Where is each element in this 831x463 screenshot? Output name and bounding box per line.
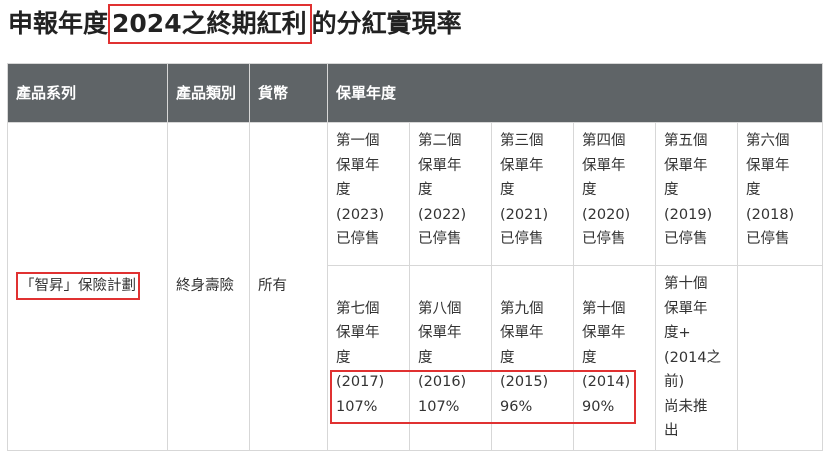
cell-line: 107% (418, 398, 460, 415)
cell-line: (2022) (418, 206, 467, 223)
table-header-row: 產品系列 產品類別 貨幣 保單年度 (7, 63, 824, 123)
cell-line: (2014) (582, 374, 631, 390)
cell-line: 保單年 (582, 325, 626, 341)
header-product-type: 產品類別 (167, 63, 250, 123)
cell-line: 已停售 (746, 231, 790, 247)
cell-line: 保單年 (664, 157, 708, 174)
cell-line: 度 (746, 182, 761, 198)
cell-line: 保單年 (664, 300, 708, 317)
dividend-table: 產品系列 產品類別 貨幣 保單年度 「智昇」保險計劃 終身壽險 所有 第一個 保單… (7, 63, 824, 451)
header-policy-year: 保單年度 (326, 63, 824, 123)
cell-line: (2019) (664, 206, 713, 223)
cell-line: (2016) (418, 374, 467, 390)
cell-line: 保單年 (500, 157, 544, 174)
cell-line: 第二個 (418, 133, 462, 149)
cell-line: 度 (418, 182, 433, 198)
currency: 所有 (249, 122, 328, 451)
cell-line: (2020) (582, 206, 631, 223)
cell-line: 已停售 (336, 231, 380, 247)
product-series-cell: 「智昇」保險計劃 (7, 122, 168, 451)
policy-year-cell: 第九個保單年度 (2015) 96% (491, 265, 574, 451)
product-type: 終身壽險 (167, 122, 250, 451)
cell-line: (2021) (500, 206, 549, 223)
cell-line: 第七個 (336, 300, 380, 317)
table-row: 第七個 保單年度 (2017) 107% 第八個 保單年度 (2016) 107% 第九個保… (8, 265, 824, 451)
cell-line: 度 (582, 182, 597, 198)
cell-line: 96% (500, 398, 533, 415)
header-product-series: 產品系列 (7, 63, 168, 123)
cell-line: 尚未推 (664, 398, 708, 415)
cell-line: 度 (664, 182, 679, 198)
cell-line: 107% (336, 398, 378, 415)
cell-line: 已停售 (664, 231, 708, 247)
policy-year-cell: 第三個保單年度 (2021) 已停售 (491, 122, 574, 266)
cell-line: 第三個 (500, 133, 544, 149)
policy-year-cell: 第一個保單年度 (2023) 已停售 (327, 122, 410, 266)
cell-line: 保單年 (500, 325, 544, 341)
cell-line: (2023) (336, 206, 385, 223)
cell-line: 保單年 (582, 157, 626, 174)
cell-line: 第一個 (336, 133, 380, 149)
policy-year-cell: 第八個保單年度 (2016) 107% (409, 265, 492, 451)
cell-line: 度 (336, 182, 351, 198)
cell-line: 度+ (664, 325, 691, 341)
cell-line: 度 (500, 182, 515, 198)
cell-line: (2015) (500, 374, 549, 390)
empty-cell (736, 265, 824, 451)
policy-year-cell: 第十個保單年度+ (2014之 前) 尚未推出 (655, 265, 738, 451)
cell-line: (2018) (746, 206, 795, 223)
policy-year-cell: 第七個保單年度 (2017) 107% (327, 265, 410, 451)
cell-line: 度 (336, 349, 351, 366)
policy-year-cell: 第四個保單年度 (2020) 已停售 (573, 122, 656, 266)
cell-line: 已停售 (418, 231, 462, 247)
cell-line: 度 (418, 349, 433, 366)
cell-line: 第五個 (664, 133, 708, 149)
cell-line: 度 (582, 349, 597, 366)
cell-line: 90% (582, 398, 615, 415)
title-highlight: 2024之終期紅利 (108, 4, 312, 44)
cell-line: 第十個 (582, 300, 626, 317)
cell-line: 已停售 (500, 231, 544, 247)
cell-line: 第六個 (746, 133, 790, 149)
cell-line: 度 (500, 349, 515, 366)
title-suffix: 的分紅實現率 (311, 9, 462, 38)
cell-line: 第八個 (418, 300, 462, 317)
product-series: 「智昇」保險計劃 (16, 272, 140, 301)
policy-year-cell: 第十個保單年度 (2014) 90% (573, 265, 656, 451)
cell-line: (2017) (336, 374, 385, 390)
table-row: 「智昇」保險計劃 終身壽險 所有 第一個 保單年度 (2023) 已停售 第二個 保單年… (7, 122, 824, 451)
policy-year-cell: 第六個保單年度 (2018) 已停售 (736, 122, 824, 266)
cell-line: 保單年 (336, 157, 380, 174)
header-currency: 貨幣 (249, 63, 328, 123)
cell-line: 第十個 (664, 276, 708, 292)
policy-year-cell: 第二個保單年度 (2022) 已停售 (409, 122, 492, 266)
cell-line: 已停售 (582, 231, 626, 247)
cell-line: (2014之 (664, 349, 722, 366)
page-title: 申報年度 2024之終期紅利 的分紅實現率 (8, 2, 462, 46)
title-prefix: 申報年度 (8, 9, 109, 38)
cell-line: 保單年 (336, 325, 380, 341)
cell-line: 前) (664, 374, 685, 390)
policy-year-cell: 第五個保單年度 (2019) 已停售 (655, 122, 738, 266)
cell-line: 第四個 (582, 133, 626, 149)
cell-line: 出 (664, 423, 679, 439)
cell-line: 保單年 (418, 325, 462, 341)
cell-line: 保單年 (746, 157, 790, 174)
cell-line: 第九個 (500, 300, 544, 317)
cell-line: 保單年 (418, 157, 462, 174)
